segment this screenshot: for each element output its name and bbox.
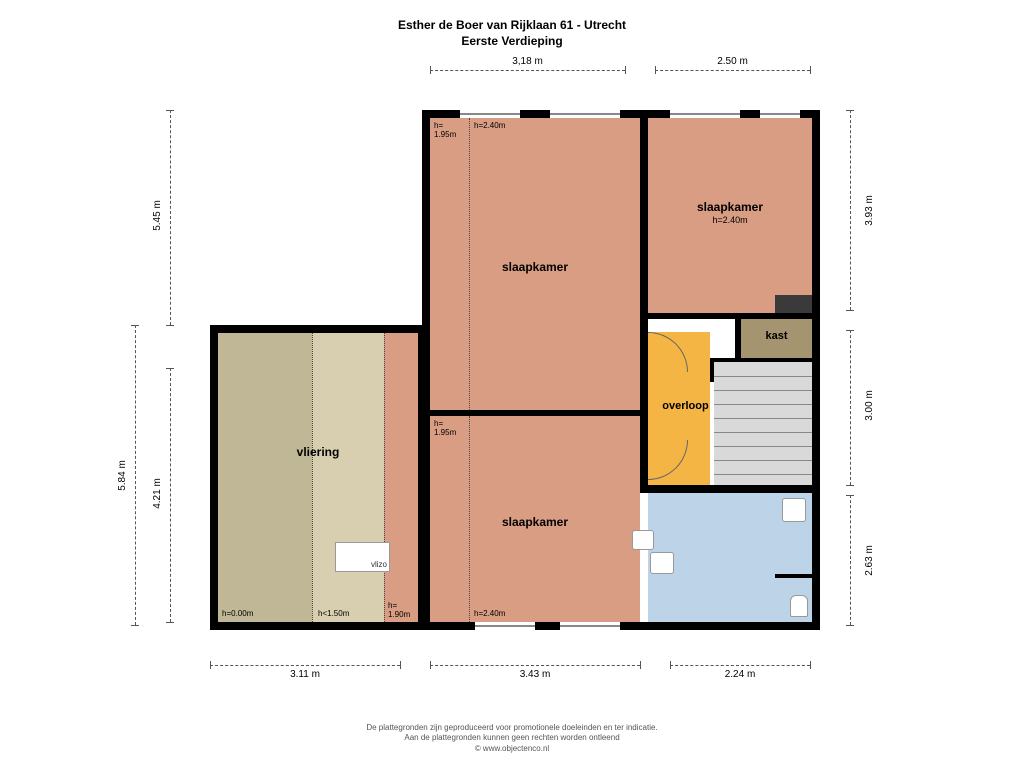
window-line [560,625,620,627]
room-slaapkamer-bottom [430,416,640,622]
footer: De plattegronden zijn geproduceerd voor … [0,723,1024,754]
window-line [670,113,740,115]
height-label: h= 1.95m [434,122,456,140]
window-line [460,113,520,115]
wall [640,485,818,493]
stair-step [714,404,812,405]
dark-block [775,295,812,313]
sink-fixture [632,530,654,550]
vlizo-label: vlizo [371,560,387,569]
wall [775,574,812,578]
height-separator [384,333,385,622]
height-label: h= 1.95m [434,420,456,438]
title-line2: Eerste Verdieping [0,34,1024,50]
dim-label: 3.00 m [864,390,875,421]
height-label: h=2.40m [474,610,505,619]
window-line [760,113,800,115]
height-separator [312,333,313,622]
floorplan-canvas: vliering vlizo h=0.00m h<1.50m h= 1.90m … [200,100,820,660]
room-vliering-light [312,333,384,622]
dim-label: 4.21 m [152,478,163,509]
page-title: Esther de Boer van Rijklaan 61 - Utrecht… [0,18,1024,49]
footer-line3: © www.objectenco.nl [0,744,1024,754]
stair-step [714,446,812,447]
height-separator [469,416,470,622]
dim-label: 5.84 m [117,460,128,491]
toilet-fixture [790,595,808,617]
shower-fixture [782,498,806,522]
dim-label: 2.50 m [655,56,810,67]
room-kast [741,319,812,358]
footer-line2: Aan de plattegronden kunnen geen rechten… [0,733,1024,743]
dim-label: 2.63 m [864,545,875,576]
height-label: h=2.40m [474,122,505,131]
room-slaapkamer-top-right [648,118,812,313]
dim-label: 5.45 m [152,200,163,231]
height-label: h= 1.90m [388,602,410,620]
dim-label: 3.93 m [864,195,875,226]
wall [640,110,648,488]
height-label: h<1.50m [318,610,349,619]
sink-fixture [650,552,674,574]
stair-step [714,418,812,419]
dim-label: 3.11 m [210,669,400,680]
stairs [714,362,812,485]
title-line1: Esther de Boer van Rijklaan 61 - Utrecht [0,18,1024,34]
room-vliering-edge [384,333,418,622]
dim-label: 3,18 m [430,56,625,67]
wall [210,325,218,630]
wall [422,110,430,325]
dim-label: 3.43 m [430,669,640,680]
footer-line1: De plattegronden zijn geproduceerd voor … [0,723,1024,733]
room-vliering [218,333,312,622]
height-label: h=0.00m [222,610,253,619]
stair-step [714,432,812,433]
stair-step [714,376,812,377]
wall [210,325,430,333]
wall [812,110,820,630]
stair-step [714,474,812,475]
vlizo-hatch: vlizo [335,542,390,572]
wall [418,325,430,630]
window-line [550,113,620,115]
dim-label: 2.24 m [670,669,810,680]
stair-step [714,390,812,391]
room-slaapkamer-top-left [430,118,640,410]
height-separator [469,118,470,410]
window-line [475,625,535,627]
stair-step [714,460,812,461]
